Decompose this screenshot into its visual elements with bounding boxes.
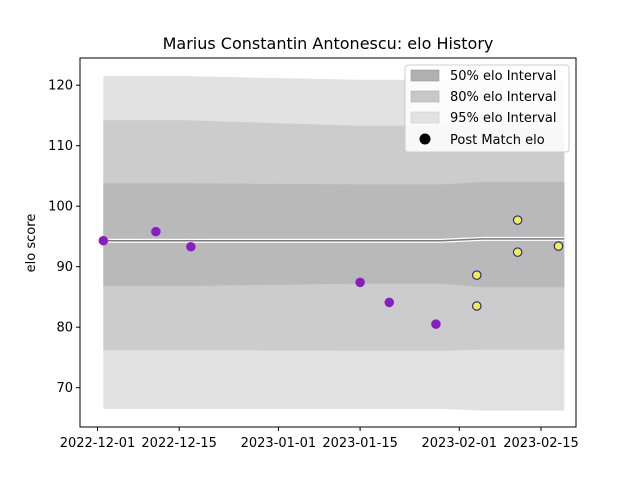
mean-line bbox=[103, 238, 565, 242]
y-tick-label-2: 80 bbox=[56, 321, 73, 336]
band-50 bbox=[103, 182, 565, 288]
mean-elo-line bbox=[103, 236, 565, 243]
legend-swatch-50 bbox=[410, 69, 440, 82]
post-match-point-2 bbox=[151, 226, 161, 237]
post-match-point-8 bbox=[472, 301, 482, 311]
x-tick-label-3: 2023-01-01 bbox=[241, 436, 317, 451]
x-axis-ticks: 2022-12-01 2022-12-15 2023-01-01 2023-01-15… bbox=[60, 427, 579, 451]
y-tick-label-5: 110 bbox=[48, 139, 73, 154]
y-tick-label-1: 70 bbox=[56, 381, 73, 396]
legend-swatch-95 bbox=[410, 111, 440, 124]
post-match-point-11 bbox=[553, 241, 564, 251]
legend-marker-post-match bbox=[419, 133, 431, 145]
post-match-point-10 bbox=[512, 247, 523, 257]
post-match-point-4 bbox=[355, 277, 365, 288]
legend: 50% elo Interval 80% elo Interval 95% el… bbox=[404, 64, 570, 153]
post-match-point-6 bbox=[431, 319, 441, 329]
post-match-point-5 bbox=[384, 297, 395, 308]
legend-label-post-match: Post Match elo bbox=[450, 133, 545, 148]
post-match-point-3 bbox=[186, 241, 196, 252]
y-tick-label-3: 90 bbox=[56, 260, 73, 275]
y-tick-label-6: 120 bbox=[48, 79, 73, 94]
legend-label-95: 95% elo Interval bbox=[450, 111, 557, 126]
x-tick-label-2: 2022-12-15 bbox=[141, 436, 217, 451]
legend-swatch-80 bbox=[410, 90, 440, 103]
plot-frame bbox=[79, 57, 577, 428]
post-match-point-7 bbox=[472, 270, 482, 280]
y-axis-label: elo score bbox=[24, 214, 39, 273]
x-tick-label-1: 2022-12-01 bbox=[60, 436, 136, 451]
legend-label-50: 50% elo Interval bbox=[450, 69, 557, 84]
y-axis-ticks: 70 80 90 100 110 120 bbox=[48, 79, 80, 396]
post-match-point-9 bbox=[512, 215, 523, 225]
chart-title: Marius Constantin Antonescu: elo History bbox=[163, 34, 494, 53]
interval-bands bbox=[103, 76, 565, 411]
post-match-points bbox=[98, 215, 564, 329]
post-match-point-1 bbox=[98, 235, 109, 246]
x-tick-label-4: 2023-01-15 bbox=[322, 436, 398, 451]
y-tick-label-4: 100 bbox=[48, 200, 73, 215]
legend-box bbox=[404, 64, 570, 153]
x-tick-label-5: 2023-02-01 bbox=[422, 436, 498, 451]
x-tick-label-6: 2023-02-15 bbox=[503, 436, 579, 451]
legend-label-80: 80% elo Interval bbox=[450, 90, 557, 105]
